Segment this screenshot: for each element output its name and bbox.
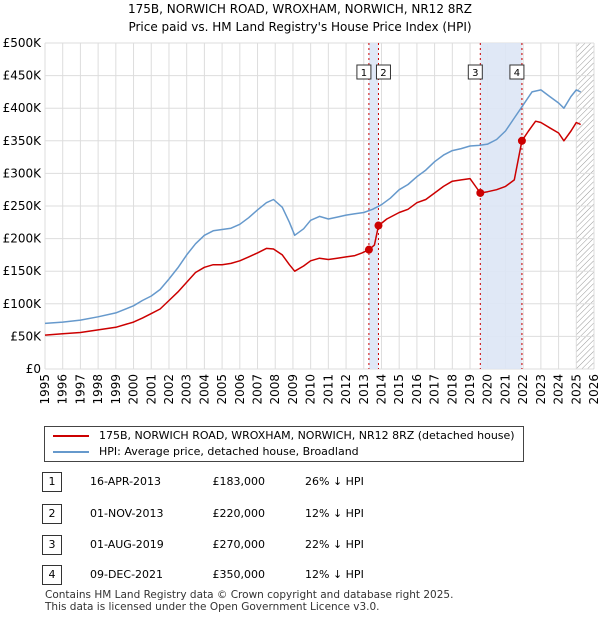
marker-badge <box>375 64 391 80</box>
chart-subtitle: Price paid vs. HM Land Registry's House … <box>128 20 471 34</box>
price-chart: 175B, NORWICH ROAD, WROXHAM, NORWICH, NR… <box>3 2 600 405</box>
transaction-date: 01-NOV-2013 <box>90 507 164 520</box>
y-tick-label: £150K <box>3 264 43 278</box>
x-tick-label: 2011 <box>321 374 335 405</box>
x-tick-label: 2013 <box>357 374 371 405</box>
x-tick-label: 2001 <box>144 374 158 405</box>
y-tick-label: £450K <box>3 69 43 83</box>
marker-label: 2 <box>380 68 386 79</box>
x-tick-label: 2014 <box>374 374 388 405</box>
y-tick-label: £0 <box>26 362 41 376</box>
y-tick-label: £200K <box>3 232 43 246</box>
marker-label: 1 <box>361 68 367 79</box>
x-tick-label: 2008 <box>268 374 282 405</box>
y-tick-label: £50K <box>10 329 42 343</box>
x-tick-label: 2010 <box>304 374 318 405</box>
marker-badge <box>467 64 483 80</box>
transaction-hpi: 26% ↓ HPI <box>305 475 364 488</box>
shaded-range <box>480 43 522 369</box>
transaction-hpi: 12% ↓ HPI <box>305 507 364 520</box>
table-row: 3 01-AUG-2019 £270,000 22% ↓ HPI <box>0 535 600 555</box>
marker-badge <box>356 64 372 80</box>
x-tick-label: 1998 <box>91 374 105 405</box>
legend: 175B, NORWICH ROAD, WROXHAM, NORWICH, NR… <box>44 426 524 462</box>
marker-label: 3 <box>472 68 478 79</box>
legend-label-price: 175B, NORWICH ROAD, WROXHAM, NORWICH, NR… <box>99 429 515 442</box>
transaction-price: £220,000 <box>212 507 266 520</box>
y-tick-label: £300K <box>3 166 43 180</box>
x-tick-label: 1999 <box>109 374 123 405</box>
x-tick-label: 2006 <box>233 374 247 405</box>
transaction-number: 2 <box>42 504 62 524</box>
x-tick-label: 2025 <box>569 374 583 405</box>
transaction-point <box>374 221 383 230</box>
hpi-series-line <box>44 89 582 325</box>
x-tick-label: 2026 <box>587 374 600 405</box>
x-tick-label: 2024 <box>552 374 566 405</box>
x-tick-label: 2007 <box>251 374 265 405</box>
transaction-price: £270,000 <box>212 538 266 551</box>
x-tick-label: 2012 <box>339 374 353 405</box>
transaction-point <box>476 188 485 197</box>
transaction-hpi: 22% ↓ HPI <box>305 538 364 551</box>
table-row: 1 16-APR-2013 £183,000 26% ↓ HPI <box>0 472 600 492</box>
y-tick-label: £100K <box>3 297 43 311</box>
footer-copyright: Contains HM Land Registry data © Crown c… <box>45 589 454 601</box>
x-tick-label: 2005 <box>215 374 229 405</box>
x-tick-label: 2017 <box>428 374 442 405</box>
x-tick-label: 2019 <box>463 374 477 405</box>
price-series-line <box>44 120 582 336</box>
x-tick-label: 2003 <box>180 374 194 405</box>
y-tick-label: £250K <box>3 199 43 213</box>
x-tick-label: 2004 <box>197 374 211 405</box>
transaction-point <box>517 136 526 145</box>
transaction-number: 1 <box>42 472 62 492</box>
legend-swatch-hpi <box>53 451 89 453</box>
x-tick-label: 2016 <box>410 374 424 405</box>
transaction-number: 3 <box>42 535 62 555</box>
x-tick-label: 2023 <box>534 374 548 405</box>
x-tick-label: 2022 <box>516 374 530 405</box>
transaction-point <box>364 245 373 254</box>
legend-swatch-price <box>53 435 89 437</box>
transaction-price: £183,000 <box>212 475 266 488</box>
table-row: 4 09-DEC-2021 £350,000 12% ↓ HPI <box>0 565 600 585</box>
transaction-date: 16-APR-2013 <box>90 475 162 488</box>
marker-badge <box>509 64 525 80</box>
y-tick-label: £400K <box>3 101 43 115</box>
chart-title: 175B, NORWICH ROAD, WROXHAM, NORWICH, NR… <box>128 2 472 16</box>
shaded-range <box>368 43 379 369</box>
footer-license: This data is licensed under the Open Gov… <box>45 601 380 613</box>
x-tick-label: 2021 <box>498 374 512 405</box>
x-tick-label: 2018 <box>445 374 459 405</box>
x-tick-label: 2000 <box>127 374 141 405</box>
transaction-date: 09-DEC-2021 <box>90 568 164 581</box>
transaction-number: 4 <box>42 565 62 585</box>
table-row: 2 01-NOV-2013 £220,000 12% ↓ HPI <box>0 504 600 524</box>
y-tick-label: £500K <box>3 36 43 50</box>
marker-label: 4 <box>514 68 520 79</box>
x-tick-label: 2009 <box>286 374 300 405</box>
legend-label-hpi: HPI: Average price, detached house, Broa… <box>99 445 359 458</box>
x-tick-label: 2002 <box>162 374 176 405</box>
x-tick-label: 1997 <box>73 374 87 405</box>
x-tick-label: 2020 <box>481 374 495 405</box>
x-tick-label: 1996 <box>56 374 70 405</box>
transaction-hpi: 12% ↓ HPI <box>305 568 364 581</box>
y-tick-label: £350K <box>3 134 43 148</box>
footer: Contains HM Land Registry data © Crown c… <box>45 589 453 613</box>
transaction-date: 01-AUG-2019 <box>90 538 164 551</box>
x-tick-label: 2015 <box>392 374 406 405</box>
transaction-price: £350,000 <box>212 568 266 581</box>
x-tick-label: 1995 <box>38 374 52 405</box>
